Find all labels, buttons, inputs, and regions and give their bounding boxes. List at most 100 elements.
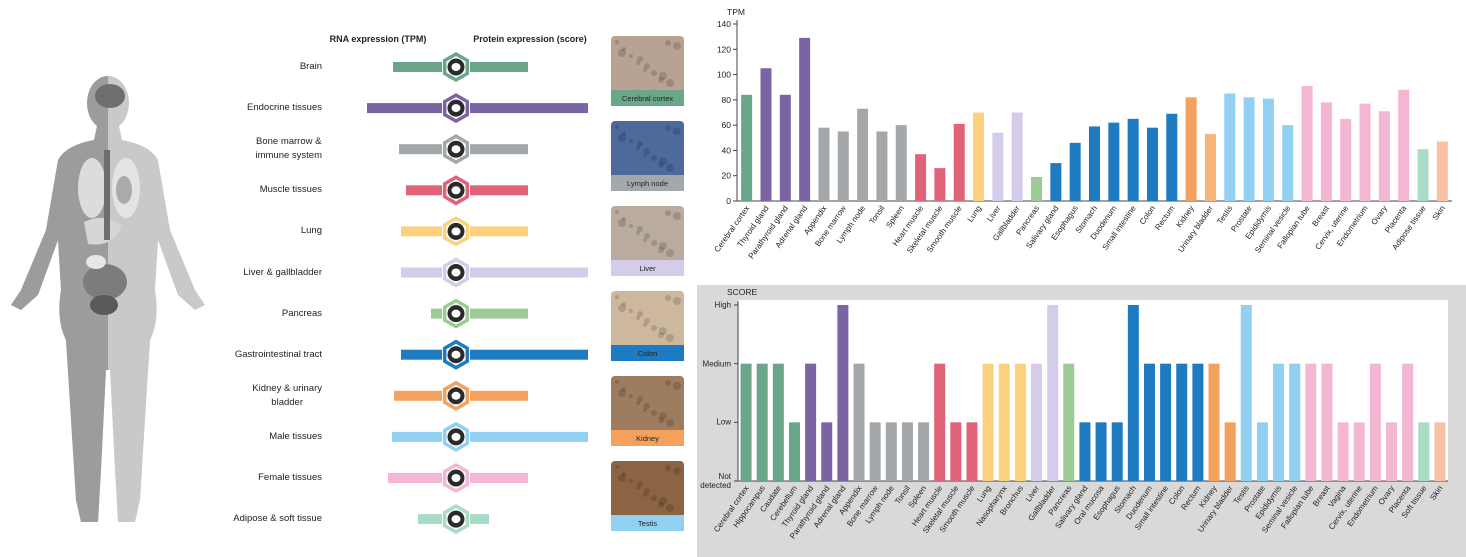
tissue-texture (618, 219, 626, 227)
tissue-texture (644, 148, 650, 154)
tissue-icon-organ (451, 268, 461, 277)
tissue-image (611, 36, 684, 106)
y-tick-label: 120 (717, 44, 731, 54)
bar (1273, 363, 1285, 481)
x-tick-label: Skin (1431, 204, 1447, 222)
protein-bar (470, 103, 588, 114)
x-tick-label: Ovary (1369, 204, 1389, 227)
tissue-icon-organ (451, 391, 461, 400)
tissue-texture (615, 210, 619, 214)
bar (1305, 363, 1317, 481)
tissue-texture (666, 419, 674, 427)
bar (857, 108, 869, 201)
tissue-texture (673, 212, 681, 220)
bar (1176, 363, 1188, 481)
caption-band (611, 345, 684, 361)
tissue-texture (636, 316, 640, 320)
bar (901, 422, 913, 481)
y-axis-label: SCORE (727, 287, 758, 297)
bar (1262, 98, 1274, 201)
bar (788, 422, 800, 481)
tissue-image (611, 206, 684, 276)
bar (837, 305, 849, 481)
rna-bar (406, 185, 442, 196)
tissue-texture (643, 493, 647, 497)
tissue-label: Endocrine tissues (247, 102, 322, 114)
tissue-texture (666, 79, 674, 87)
rna-bar (388, 473, 442, 483)
tissue-icon-organ (451, 350, 461, 359)
bar (1321, 363, 1333, 481)
tissue-texture (636, 401, 640, 405)
image-caption: Cerebral cortex (622, 94, 674, 103)
tissue-texture (637, 481, 643, 487)
bar (1224, 93, 1236, 201)
protein-bar (470, 473, 528, 483)
bar (1146, 127, 1158, 201)
tissue-texture (666, 249, 674, 257)
bar (779, 94, 791, 201)
tissue-texture (615, 295, 619, 299)
bar (1256, 422, 1268, 481)
tissue-texture (665, 40, 671, 46)
tissue-texture (666, 164, 674, 172)
tissue-texture (622, 132, 626, 136)
rna-bar (401, 349, 442, 360)
tissue-texture (659, 327, 667, 335)
tissue-texture (651, 240, 657, 246)
bar (876, 131, 888, 201)
x-tick-label: Colon (1138, 204, 1157, 226)
bar (934, 168, 946, 201)
tissue-texture (666, 504, 674, 512)
bar (1089, 126, 1100, 201)
rna-bar (431, 308, 442, 319)
bar (1224, 422, 1236, 481)
y-tick-label: 100 (717, 70, 731, 80)
bar (992, 132, 1004, 201)
bar (772, 363, 784, 481)
tissue-texture (658, 77, 664, 83)
bar (1378, 111, 1390, 201)
tissue-texture (618, 304, 626, 312)
bar (1160, 363, 1172, 481)
tissue-label: Adipose & soft tissue (233, 513, 322, 525)
tissue-label: Bone marrow & immune system (255, 136, 322, 162)
y-tick-label: Not detected (700, 472, 731, 490)
caption-band (611, 260, 684, 276)
tissue-texture (637, 226, 643, 232)
tissue-texture (615, 380, 619, 384)
tissue-texture (665, 465, 671, 471)
protein-bar (470, 226, 528, 237)
tissue-icon-organ (451, 474, 461, 482)
bar (818, 127, 830, 201)
rna-bar (392, 431, 442, 442)
rna-bar (401, 226, 442, 237)
bar (1127, 305, 1139, 481)
y-tick-label: 0 (726, 196, 731, 206)
bar (1386, 422, 1398, 481)
tissue-label: Female tissues (258, 472, 322, 483)
bar (1079, 422, 1091, 481)
bar (1031, 176, 1043, 201)
tissue-image (611, 376, 684, 446)
tissue-image (611, 121, 684, 191)
tissue-icon-organ (451, 63, 461, 71)
bar (1063, 363, 1075, 481)
tissue-texture (673, 297, 681, 305)
y-tick-label: 60 (722, 120, 732, 130)
tissue-label: Pancreas (281, 307, 322, 319)
tissue-texture (618, 49, 626, 57)
tissue-texture (637, 396, 643, 402)
protein-bar (470, 62, 528, 72)
tissue-texture (643, 153, 647, 157)
tissue-texture (644, 318, 650, 324)
bar (869, 422, 881, 481)
bar (1047, 305, 1059, 481)
image-caption: Colon (638, 349, 658, 358)
tissue-icon-organ (451, 515, 461, 524)
tissue-texture (651, 495, 657, 501)
x-tick-label: Testis (1215, 204, 1234, 226)
tissue-texture (629, 309, 633, 313)
tissue-texture (644, 63, 650, 69)
